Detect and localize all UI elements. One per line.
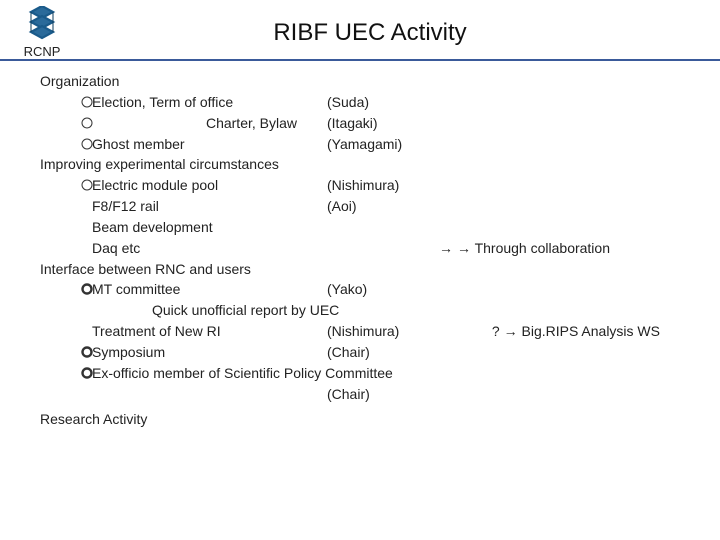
header: RCNP RIBF UEC Activity: [0, 0, 720, 61]
list-item: Electric module pool (Nishimura): [40, 175, 690, 196]
arrow-right-icon: →: [439, 240, 453, 256]
list-item: Beam development: [40, 217, 690, 238]
list-item: Symposium (Chair): [40, 342, 690, 363]
item-label: Beam development: [92, 217, 213, 237]
list-item: Treatment of New RI (Nishimura) ? → Big.…: [40, 321, 690, 342]
list-item: (Chair): [40, 384, 690, 405]
item-label: Ex-officio member of Scientific Policy C…: [92, 365, 393, 381]
item-person: (Yako): [327, 279, 367, 299]
item-label: Daq etc: [92, 238, 140, 258]
content: Organization Election, Term of office (S…: [0, 63, 720, 429]
bullet-circle-icon: [80, 95, 94, 109]
list-item: Daq etc → → Through collaboration: [40, 238, 690, 259]
list-item: MT committee (Yako): [40, 279, 690, 300]
item-person: (Chair): [327, 342, 370, 362]
item-label: Quick unofficial report by UEC: [152, 302, 339, 318]
item-label: Treatment of New RI: [92, 321, 221, 341]
page-title: RIBF UEC Activity: [92, 19, 708, 47]
item-label: Charter, Bylaw: [206, 113, 297, 133]
section-organization: Organization: [40, 71, 690, 91]
item-person: (Nishimura): [327, 321, 399, 341]
item-label: Ghost member: [92, 134, 185, 154]
logo-area: RCNP: [12, 6, 72, 59]
item-label: Symposium: [92, 342, 165, 362]
list-item: Quick unofficial report by UEC: [40, 300, 690, 321]
list-item: Ghost member (Yamagami): [40, 133, 690, 154]
bullet-circle-bold-icon: [80, 366, 94, 380]
rcnp-logo-icon: [21, 6, 63, 42]
item-label: F8/F12 rail: [92, 196, 159, 216]
item-label: MT committee: [92, 279, 180, 299]
section-research: Research Activity: [40, 409, 690, 429]
section-improving: Improving experimental circumstances: [40, 154, 690, 174]
bullet-circle-icon: [80, 137, 94, 151]
item-note: ? → Big.RIPS Analysis WS: [492, 321, 660, 341]
list-item: Charter, Bylaw (Itagaki): [40, 112, 690, 133]
bullet-circle-bold-icon: [80, 282, 94, 296]
item-person: (Nishimura): [327, 175, 399, 195]
bullet-circle-bold-icon: [80, 345, 94, 359]
list-item: F8/F12 rail (Aoi): [40, 196, 690, 217]
item-person: (Suda): [327, 92, 369, 112]
section-interface: Interface between RNC and users: [40, 259, 690, 279]
item-person: (Yamagami): [327, 134, 402, 154]
item-person: (Itagaki): [327, 113, 378, 133]
item-person: (Aoi): [327, 196, 357, 216]
bullet-circle-icon: [80, 178, 94, 192]
item-note: → → Through collaboration: [439, 238, 610, 258]
item-person: (Chair): [327, 384, 370, 404]
logo-label: RCNP: [24, 44, 61, 59]
list-item: Election, Term of office (Suda): [40, 91, 690, 112]
bullet-circle-icon: [80, 116, 94, 130]
item-label: Electric module pool: [92, 175, 218, 195]
list-item: Ex-officio member of Scientific Policy C…: [40, 363, 690, 384]
item-label: Election, Term of office: [92, 92, 233, 112]
arrow-right-icon: →: [504, 323, 518, 339]
